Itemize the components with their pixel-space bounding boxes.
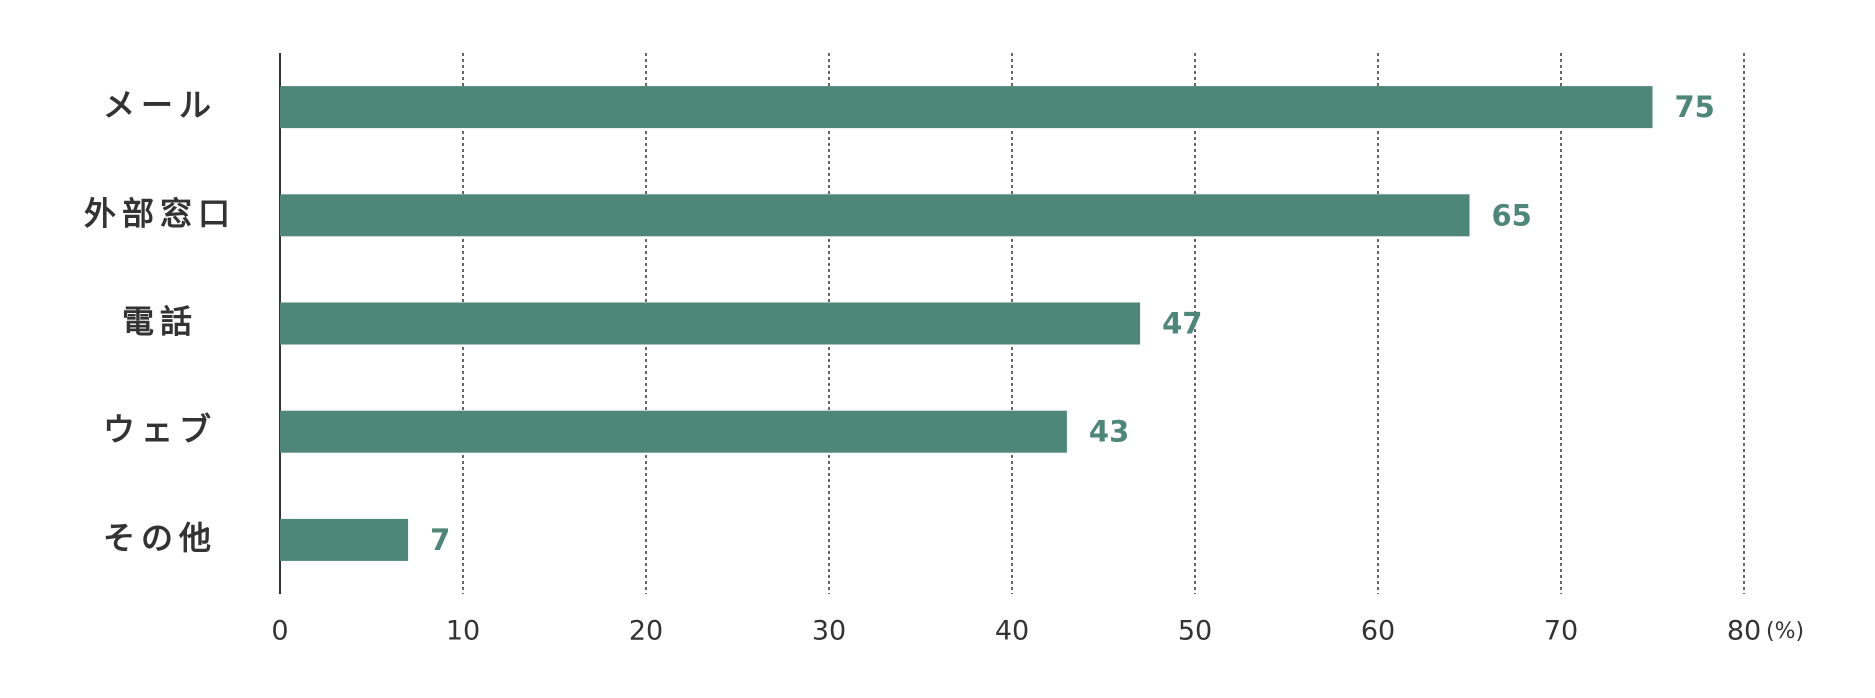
x-tick-label: 40 bbox=[995, 616, 1029, 647]
bar bbox=[280, 410, 1067, 453]
value-label: 7 bbox=[430, 523, 450, 557]
x-tick-label: 20 bbox=[629, 616, 663, 647]
category-label: メール bbox=[103, 86, 217, 124]
bar bbox=[280, 86, 1653, 129]
x-tick-label: 30 bbox=[812, 616, 846, 647]
x-tick-label: 60 bbox=[1361, 616, 1395, 647]
bar bbox=[280, 302, 1141, 345]
value-label: 65 bbox=[1492, 198, 1532, 232]
category-label: ウェブ bbox=[103, 411, 217, 449]
value-label: 47 bbox=[1162, 307, 1202, 341]
x-tick-label: 80 bbox=[1727, 616, 1761, 647]
value-label: 43 bbox=[1089, 415, 1129, 449]
bar bbox=[280, 194, 1470, 237]
bar bbox=[280, 518, 409, 561]
value-label: 75 bbox=[1675, 90, 1715, 124]
category-label: 外部窓口 bbox=[84, 194, 236, 232]
x-tick-label: 70 bbox=[1544, 616, 1578, 647]
category-label: その他 bbox=[103, 519, 217, 557]
x-tick-label: 0 bbox=[271, 616, 288, 647]
x-tick-label: 50 bbox=[1178, 616, 1212, 647]
x-unit-label: (%) bbox=[1766, 619, 1804, 644]
category-label: 電話 bbox=[122, 303, 198, 341]
x-tick-label: 10 bbox=[446, 616, 480, 647]
